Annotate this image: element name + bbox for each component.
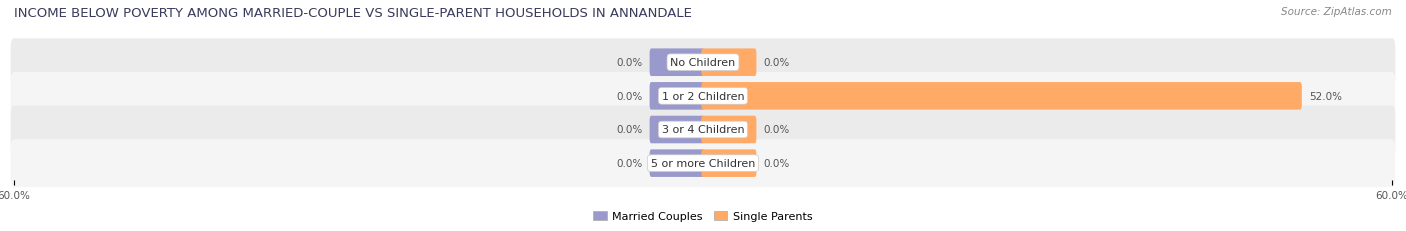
Text: 0.0%: 0.0% xyxy=(763,58,790,68)
FancyBboxPatch shape xyxy=(702,83,1302,110)
Text: 52.0%: 52.0% xyxy=(1309,91,1343,101)
Text: 0.0%: 0.0% xyxy=(616,125,643,135)
Legend: Married Couples, Single Parents: Married Couples, Single Parents xyxy=(589,206,817,225)
Text: 0.0%: 0.0% xyxy=(616,58,643,68)
FancyBboxPatch shape xyxy=(650,49,704,77)
Text: 3 or 4 Children: 3 or 4 Children xyxy=(662,125,744,135)
FancyBboxPatch shape xyxy=(11,140,1395,187)
Text: 0.0%: 0.0% xyxy=(616,91,643,101)
FancyBboxPatch shape xyxy=(650,150,704,177)
FancyBboxPatch shape xyxy=(702,116,756,144)
FancyBboxPatch shape xyxy=(11,106,1395,154)
FancyBboxPatch shape xyxy=(650,83,704,110)
Text: 0.0%: 0.0% xyxy=(763,125,790,135)
FancyBboxPatch shape xyxy=(702,49,756,77)
Text: No Children: No Children xyxy=(671,58,735,68)
FancyBboxPatch shape xyxy=(11,73,1395,120)
FancyBboxPatch shape xyxy=(650,116,704,144)
Text: 0.0%: 0.0% xyxy=(616,158,643,168)
Text: 0.0%: 0.0% xyxy=(763,158,790,168)
Text: Source: ZipAtlas.com: Source: ZipAtlas.com xyxy=(1281,7,1392,17)
Text: INCOME BELOW POVERTY AMONG MARRIED-COUPLE VS SINGLE-PARENT HOUSEHOLDS IN ANNANDA: INCOME BELOW POVERTY AMONG MARRIED-COUPL… xyxy=(14,7,692,20)
FancyBboxPatch shape xyxy=(11,39,1395,87)
Text: 1 or 2 Children: 1 or 2 Children xyxy=(662,91,744,101)
FancyBboxPatch shape xyxy=(702,150,756,177)
Text: 5 or more Children: 5 or more Children xyxy=(651,158,755,168)
